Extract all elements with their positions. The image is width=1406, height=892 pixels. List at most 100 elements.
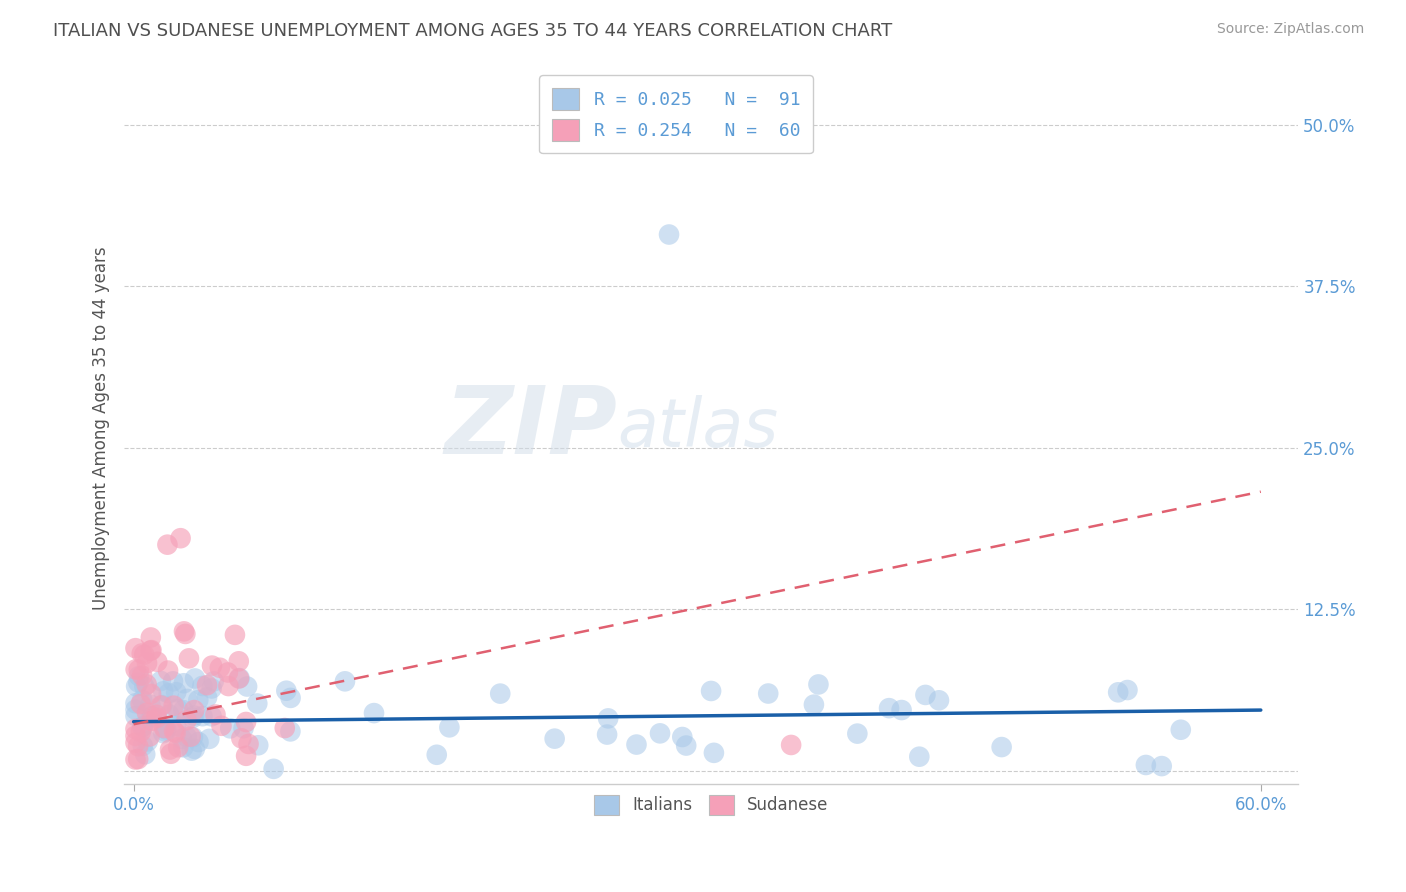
Point — [217, 679, 239, 693]
Point — [129, 697, 152, 711]
Point — [157, 707, 180, 722]
Point — [180, 730, 202, 744]
Point — [127, 675, 149, 690]
Point — [165, 726, 187, 740]
Point — [201, 658, 224, 673]
Point — [141, 710, 163, 724]
Point — [138, 730, 160, 744]
Point — [235, 714, 257, 729]
Point — [204, 707, 226, 722]
Point — [363, 706, 385, 720]
Point — [150, 698, 173, 713]
Point — [170, 731, 193, 746]
Point — [136, 734, 159, 748]
Point — [135, 677, 157, 691]
Point — [128, 663, 150, 677]
Point — [174, 627, 197, 641]
Point — [153, 721, 176, 735]
Point — [908, 749, 931, 764]
Point — [1150, 759, 1173, 773]
Point — [1170, 723, 1192, 737]
Text: ITALIAN VS SUDANESE UNEMPLOYMENT AMONG AGES 35 TO 44 YEARS CORRELATION CHART: ITALIAN VS SUDANESE UNEMPLOYMENT AMONG A… — [53, 22, 893, 40]
Point — [176, 730, 198, 744]
Point — [152, 726, 174, 740]
Point — [598, 711, 620, 725]
Point — [224, 628, 246, 642]
Point — [191, 679, 214, 693]
Point — [165, 719, 187, 733]
Point — [914, 688, 936, 702]
Point — [246, 697, 269, 711]
Point — [141, 714, 163, 728]
Point — [173, 624, 195, 639]
Point — [152, 684, 174, 698]
Point — [1116, 683, 1139, 698]
Point — [134, 680, 156, 694]
Point — [157, 664, 180, 678]
Point — [195, 690, 218, 705]
Text: Source: ZipAtlas.com: Source: ZipAtlas.com — [1216, 22, 1364, 37]
Point — [125, 679, 148, 693]
Point — [219, 722, 242, 736]
Point — [890, 703, 912, 717]
Point — [141, 709, 163, 723]
Point — [184, 672, 207, 686]
Point — [489, 687, 512, 701]
Point — [139, 687, 162, 701]
Point — [675, 739, 697, 753]
Point — [163, 724, 186, 739]
Point — [195, 678, 218, 692]
Legend: Italians, Sudanese: Italians, Sudanese — [583, 785, 839, 825]
Point — [124, 696, 146, 710]
Point — [165, 685, 187, 699]
Point — [846, 726, 869, 740]
Point — [132, 719, 155, 733]
Point — [700, 684, 723, 698]
Point — [1135, 758, 1157, 772]
Point — [136, 706, 159, 720]
Point — [780, 738, 803, 752]
Point — [131, 693, 153, 707]
Point — [134, 648, 156, 662]
Point — [263, 762, 285, 776]
Point — [276, 683, 298, 698]
Point — [626, 738, 648, 752]
Point — [187, 693, 209, 707]
Point — [756, 686, 779, 700]
Point — [183, 703, 205, 717]
Point — [136, 656, 159, 670]
Point — [124, 641, 146, 656]
Point — [155, 724, 177, 739]
Point — [671, 730, 693, 744]
Point — [803, 698, 825, 712]
Point — [200, 709, 222, 723]
Point — [127, 752, 149, 766]
Point — [180, 744, 202, 758]
Point — [208, 661, 231, 675]
Point — [149, 673, 172, 688]
Point — [202, 674, 225, 689]
Point — [201, 681, 224, 696]
Point — [139, 631, 162, 645]
Point — [159, 742, 181, 756]
Point — [124, 662, 146, 676]
Point — [280, 724, 302, 739]
Point — [131, 668, 153, 682]
Point — [152, 698, 174, 713]
Point — [176, 713, 198, 727]
Point — [159, 747, 181, 761]
Point — [184, 742, 207, 756]
Point — [146, 711, 169, 725]
Point — [231, 731, 253, 746]
Point — [280, 690, 302, 705]
Text: ZIP: ZIP — [444, 383, 617, 475]
Point — [155, 723, 177, 737]
Point — [124, 736, 146, 750]
Point — [134, 747, 156, 762]
Point — [274, 721, 297, 735]
Point — [211, 719, 233, 733]
Point — [238, 737, 260, 751]
Point — [228, 672, 250, 686]
Point — [139, 643, 162, 657]
Point — [167, 740, 190, 755]
